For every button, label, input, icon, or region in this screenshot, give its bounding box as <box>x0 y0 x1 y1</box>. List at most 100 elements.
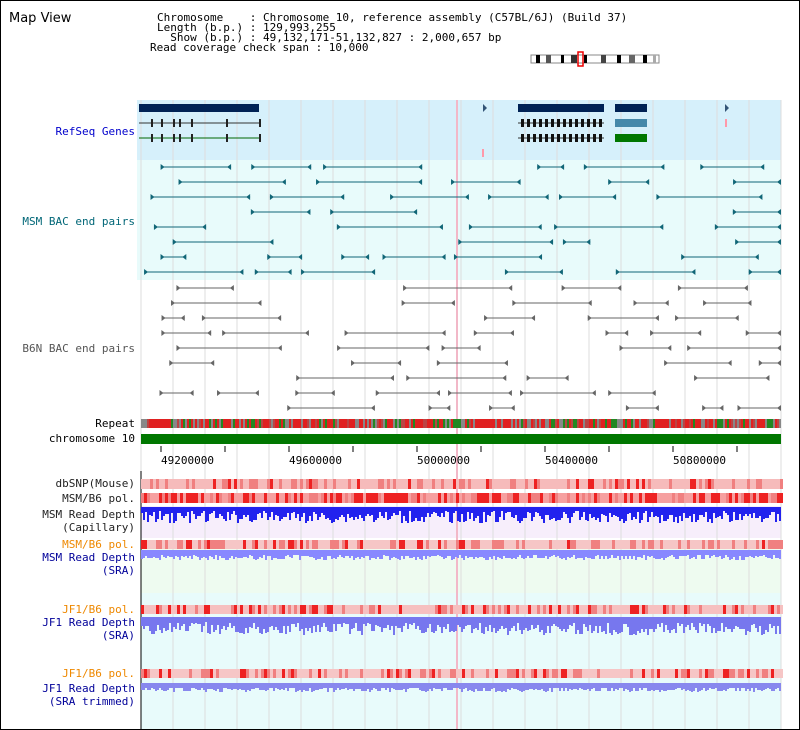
b6n-bac-pair-end <box>403 285 408 291</box>
pol-mark <box>495 605 498 614</box>
track-label-jf1-depth-sra[interactable]: JF1 Read Depth <box>42 616 135 629</box>
depth-bar <box>449 507 451 522</box>
depth-bar <box>287 683 289 691</box>
track-label-refseq[interactable]: RefSeq Genes <box>55 125 135 138</box>
pol-mark <box>546 493 549 503</box>
track-label-repeat[interactable]: Repeat <box>95 417 135 430</box>
depth-bar <box>655 617 657 629</box>
depth-bar <box>721 550 723 559</box>
depth-bar <box>559 617 561 629</box>
msm-bac-pair-end <box>441 254 446 260</box>
repeat-mark <box>521 419 523 428</box>
msm-bac-pair-end <box>182 254 187 260</box>
depth-bar <box>265 617 267 633</box>
track-label-msm-b6-pol-2[interactable]: MSM/B6 pol. <box>62 538 135 551</box>
track-label-msm-bac[interactable]: MSM BAC end pairs <box>22 215 135 228</box>
pol-mark <box>429 669 432 678</box>
pol-mark <box>777 605 780 614</box>
pol-mark <box>699 605 702 614</box>
depth-bar <box>451 683 453 690</box>
depth-bar <box>375 683 377 689</box>
pol-mark <box>168 540 171 549</box>
depth-bar <box>351 683 353 689</box>
b6n-bac-pair-end <box>508 285 513 291</box>
depth-bar <box>459 507 461 522</box>
track-label-jf1-depth-trimmed[interactable]: JF1 Read Depth <box>42 682 135 695</box>
pol-mark <box>582 479 585 489</box>
depth-bar <box>155 507 157 522</box>
depth-bar <box>277 550 279 559</box>
track-label-b6n-bac[interactable]: B6N BAC end pairs <box>22 342 135 355</box>
depth-bar <box>527 507 529 512</box>
msm-bac-pair-end <box>554 224 559 230</box>
pol-mark <box>684 669 687 678</box>
depth-bar <box>141 550 143 559</box>
exon <box>599 134 602 142</box>
pol-mark <box>489 493 492 503</box>
depth-bar <box>157 507 159 519</box>
depth-bar <box>759 550 761 556</box>
depth-bar <box>471 550 473 557</box>
pol-mark <box>756 669 759 678</box>
depth-bar <box>329 683 331 688</box>
exon <box>581 119 584 127</box>
track-label-msm-b6-pol[interactable]: MSM/B6 pol. <box>62 492 135 505</box>
pol-mark <box>507 493 510 503</box>
depth-bar <box>341 617 343 627</box>
depth-bar <box>505 550 507 558</box>
depth-bar <box>689 507 691 516</box>
pol-mark <box>375 493 378 503</box>
pol-mark <box>576 669 579 678</box>
pol-mark <box>498 479 501 489</box>
repeat-mark <box>303 419 305 428</box>
depth-bar <box>309 550 311 557</box>
repeat-mark <box>663 419 665 428</box>
msm-bac-pair-end <box>562 239 567 245</box>
pol-mark <box>582 605 585 614</box>
depth-bar <box>371 617 373 631</box>
depth-bar <box>585 507 587 520</box>
pol-mark <box>477 493 480 503</box>
depth-bar <box>189 507 191 523</box>
pol-mark <box>282 479 285 489</box>
depth-bar <box>243 550 245 557</box>
pol-mark <box>201 540 204 549</box>
track-label-jf1-pol[interactable]: JF1/B6 pol. <box>62 603 135 616</box>
pol-mark <box>519 479 522 489</box>
pol-mark <box>762 540 765 549</box>
depth-bar <box>713 550 715 555</box>
depth-bar <box>185 683 187 691</box>
msm-bac-pair-end <box>250 209 255 215</box>
track-label-dbsnp[interactable]: dbSNP(Mouse) <box>55 477 135 490</box>
depth-bar <box>361 550 363 557</box>
track-label-msm-depth-capillary[interactable]: MSM Read Depth <box>42 508 135 521</box>
depth-bar <box>475 617 477 628</box>
track-label-msm-depth-sra[interactable]: MSM Read Depth <box>42 551 135 564</box>
pol-mark <box>261 479 264 489</box>
depth-bar <box>427 550 429 556</box>
pol-mark <box>732 493 735 503</box>
repeat-mark <box>775 419 777 428</box>
depth-bar <box>685 683 687 691</box>
depth-bar <box>411 617 413 625</box>
track-label-jf1-pol-2[interactable]: JF1/B6 pol. <box>62 667 135 680</box>
pol-mark <box>471 540 474 549</box>
repeat-mark <box>289 419 291 428</box>
pol-mark <box>765 540 768 549</box>
pol-mark <box>468 493 471 503</box>
pol-mark <box>330 479 333 489</box>
depth-bar <box>663 683 665 691</box>
pol-mark <box>267 479 270 489</box>
depth-bar <box>383 683 385 688</box>
pol-mark <box>618 479 621 489</box>
b6n-bac-pair-end <box>217 390 222 396</box>
depth-bar <box>741 683 743 688</box>
depth-bar <box>517 683 519 690</box>
pol-mark <box>414 493 417 503</box>
depth-bar <box>557 550 559 556</box>
depth-bar <box>729 683 731 688</box>
pol-mark <box>531 540 534 549</box>
depth-bar <box>513 617 515 626</box>
